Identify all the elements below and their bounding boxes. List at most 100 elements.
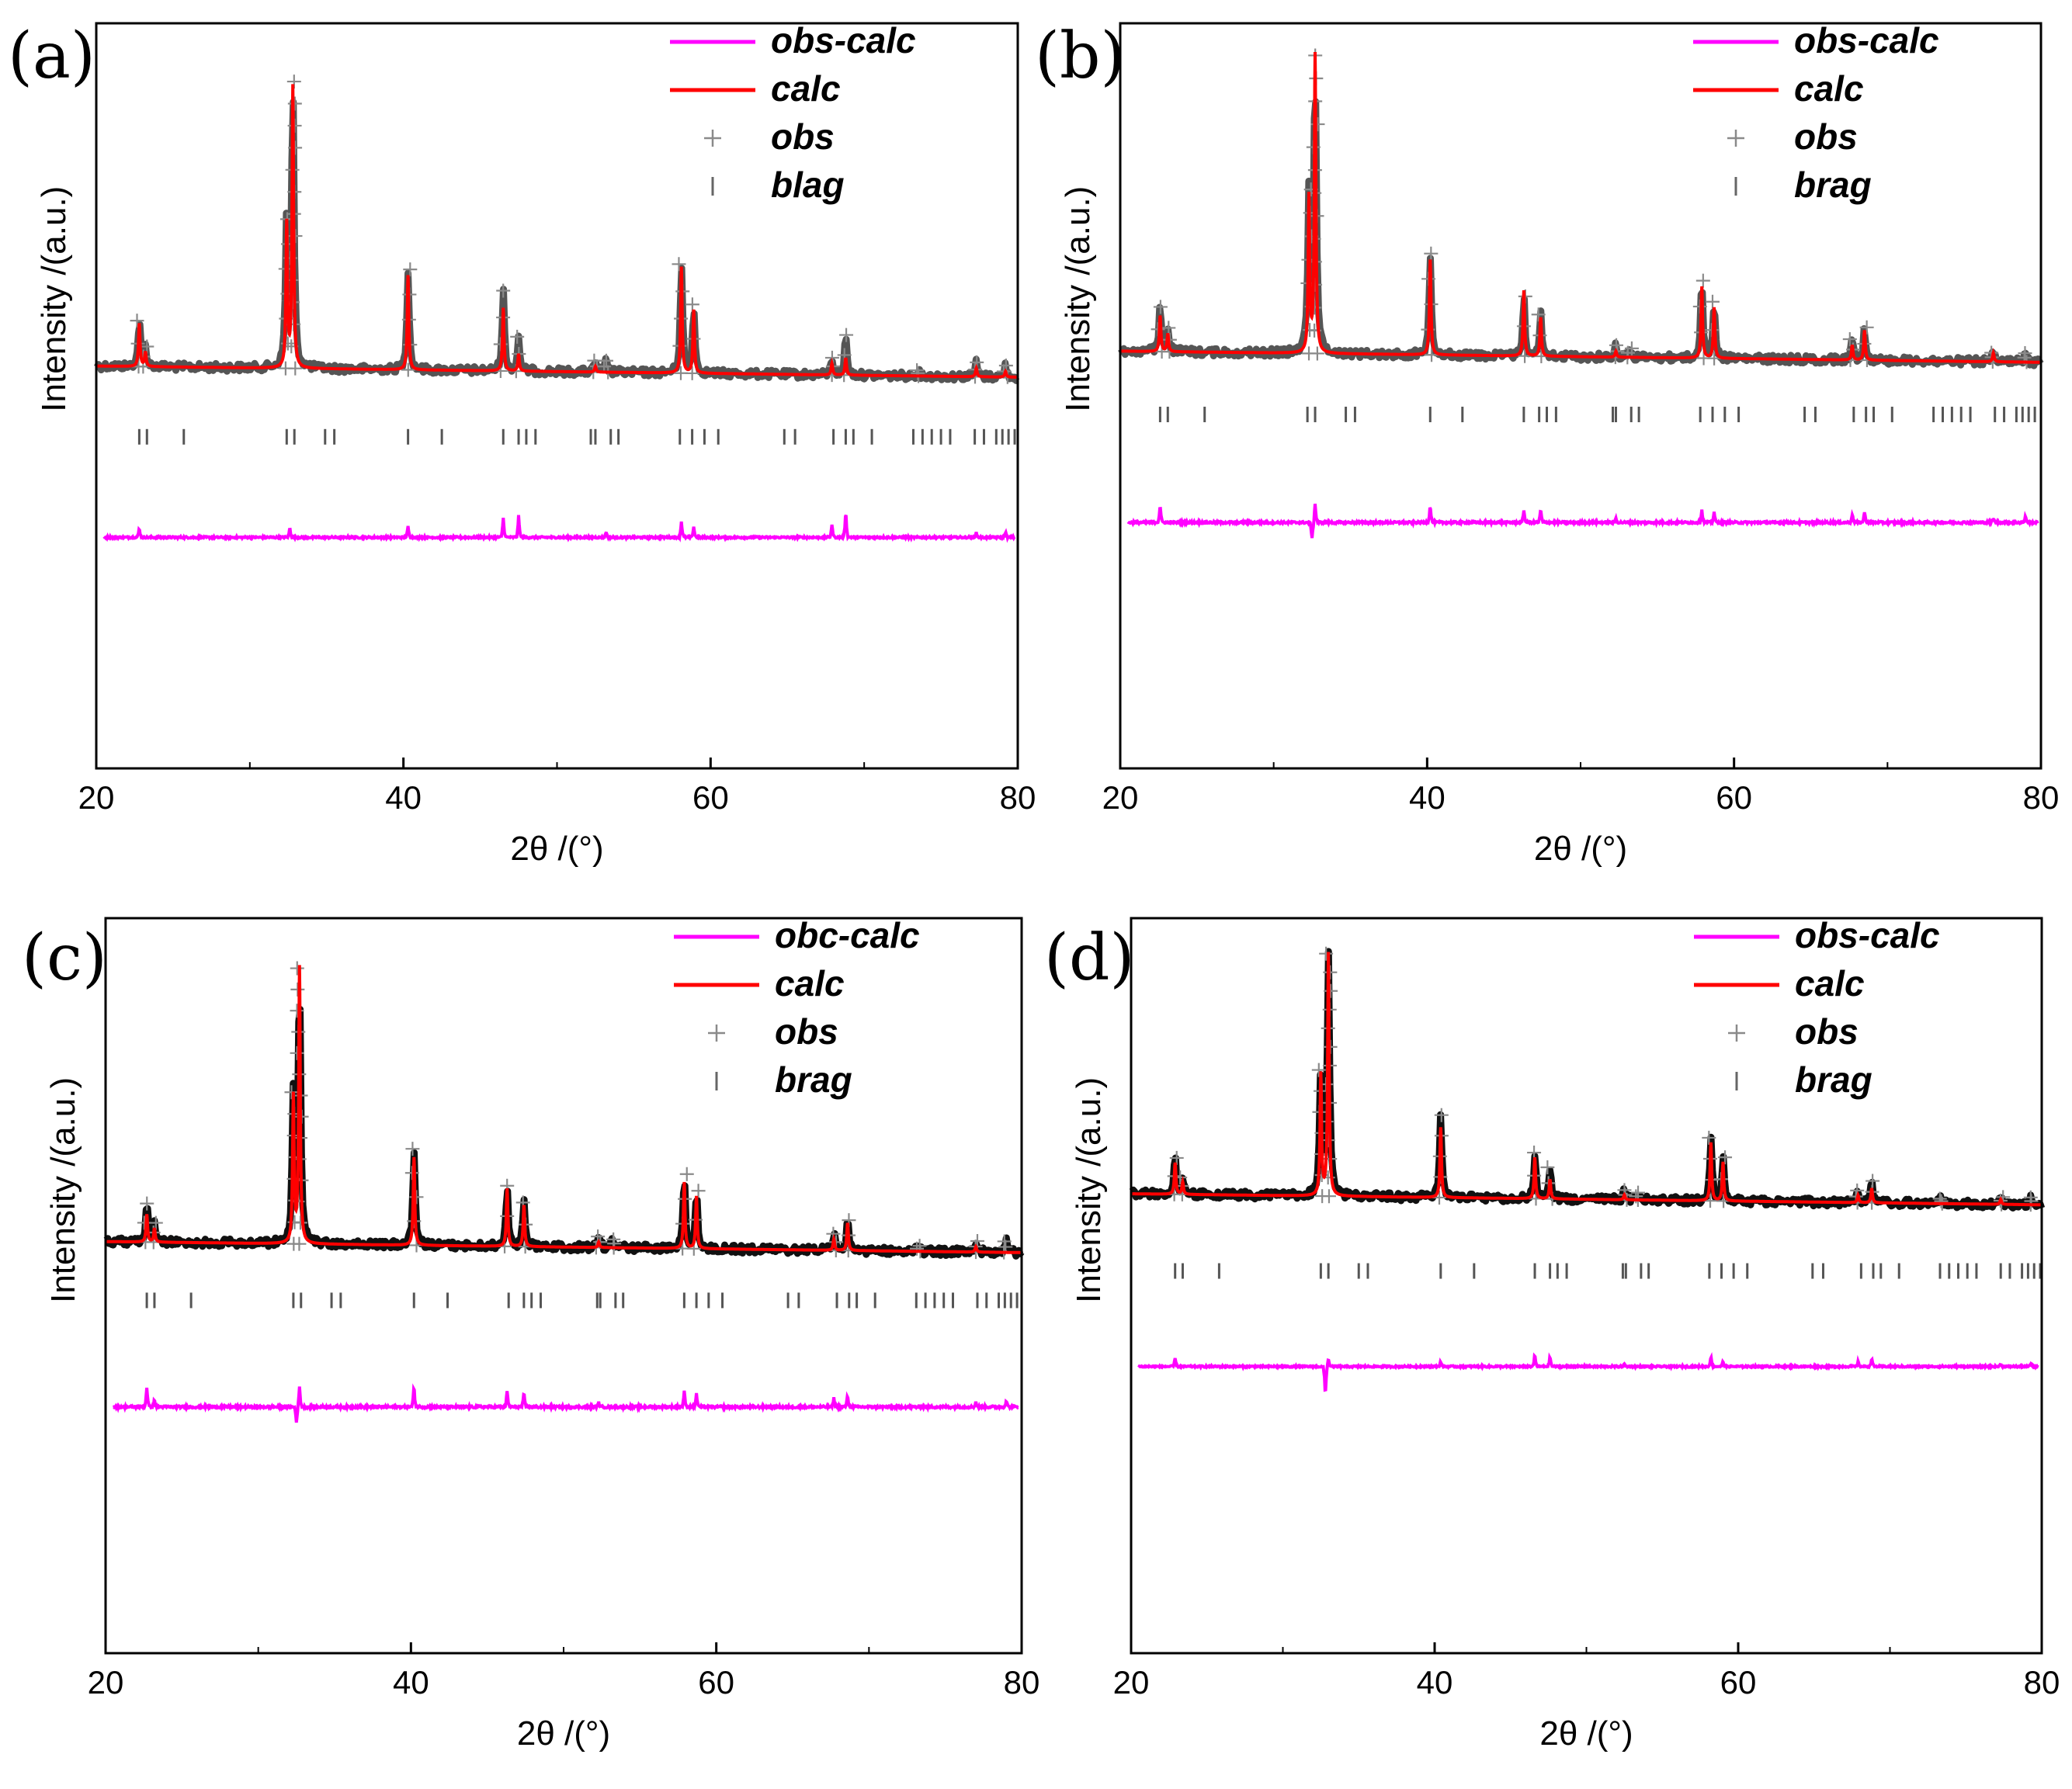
legend-label: calc: [1794, 68, 1864, 109]
plot-frame: [1119, 22, 2042, 770]
x-tick-label: 60: [1716, 779, 1752, 816]
panel-a: 20 40 60 80 2θ /(°) Intensity /(a.u.) (a) obs-c…: [8, 19, 1036, 868]
x-tick-label: 60: [1720, 1664, 1757, 1701]
legend-swatch-cross: [704, 130, 721, 147]
plot-frame: [1130, 917, 2043, 1655]
panel-label: (a): [8, 19, 95, 93]
legend-label: calc: [771, 68, 841, 109]
legend-label: blag: [771, 165, 845, 205]
obs-point: [130, 314, 144, 328]
legend-label: obs: [775, 1011, 838, 1052]
obs-point: [1161, 321, 1176, 335]
obs-background-band: [1118, 98, 2044, 369]
obs-point: [496, 283, 511, 298]
x-tick-label: 20: [1102, 779, 1139, 816]
legend-label: brag: [1795, 1059, 1872, 1100]
obs-point: [1705, 294, 1720, 309]
obs-point: [288, 140, 303, 155]
legend-swatch-cross: [708, 1025, 725, 1042]
obs-point: [2018, 346, 2032, 361]
obs-point: [911, 366, 925, 380]
obs-point: [284, 1085, 299, 1100]
obs-calc-line: [1126, 503, 2039, 539]
obs-point: [839, 328, 854, 342]
obs-point: [1703, 1194, 1718, 1208]
legend-label: obs: [1795, 1011, 1859, 1052]
obs-point: [1842, 331, 1857, 346]
obs-point: [1434, 1108, 1449, 1122]
obs-point: [997, 1234, 1012, 1249]
panel-label: (c): [22, 921, 107, 995]
obs-point: [288, 361, 303, 376]
obs-background-band: [94, 98, 1020, 384]
obs-point: [290, 961, 304, 976]
x-axis-title: 2θ /(°): [517, 1714, 610, 1753]
obs-point: [1718, 1150, 1733, 1165]
obs-point: [1702, 1130, 1716, 1145]
obs-point: [140, 1196, 154, 1211]
obs-point: [140, 339, 154, 354]
legend-label: calc: [775, 963, 845, 1004]
obs-point: [287, 96, 302, 111]
obs-point: [910, 1241, 925, 1256]
y-axis-title: Intensity /(a.u.): [1059, 186, 1097, 412]
obs-point: [1695, 273, 1710, 288]
obs-point: [1518, 348, 1532, 363]
obs-point: [606, 1232, 621, 1246]
obs-point: [587, 353, 602, 368]
obs-calc-line: [112, 1383, 1019, 1423]
obs-calc-line: [102, 514, 1016, 543]
y-axis-title: Intensity /(a.u.): [44, 1077, 82, 1303]
calc-line: [96, 84, 1018, 379]
obs-point: [293, 1215, 307, 1230]
obs-point: [672, 257, 686, 272]
obs-point: [2023, 1190, 2038, 1205]
panel-d: 20 40 60 80 2θ /(°) Intensity /(a.u.) (d) obs-c…: [1044, 915, 2060, 1753]
calc-line: [1131, 952, 2042, 1207]
x-tick-label: 20: [78, 779, 115, 816]
obs-point: [401, 362, 415, 377]
x-axis-title: 2θ /(°): [1539, 1714, 1633, 1753]
legend-label: obs-calc: [1794, 20, 1939, 61]
plot-frame: [95, 22, 1019, 770]
obs-point: [1319, 946, 1334, 961]
obs-point: [1424, 246, 1439, 261]
x-tick-label: 20: [1113, 1664, 1150, 1701]
x-tick-label: 60: [692, 779, 729, 816]
obs-point: [679, 1167, 694, 1181]
obs-point: [970, 1233, 984, 1248]
y-axis-title: Intensity /(a.u.): [1070, 1077, 1108, 1303]
legend-label: obs-calc: [1795, 915, 1940, 955]
legend-label: obs: [1794, 116, 1858, 157]
x-tick-label: 80: [1004, 1664, 1040, 1701]
x-tick-label: 40: [393, 1664, 429, 1701]
panel-label: (b): [1035, 19, 1125, 93]
x-tick-label: 80: [2023, 779, 2060, 816]
x-axis-title: 2θ /(°): [1534, 830, 1627, 868]
x-tick-label: 20: [88, 1664, 124, 1701]
obs-point: [292, 1236, 307, 1251]
obs-point: [691, 1184, 706, 1198]
obs-point: [1859, 320, 1874, 335]
obs-point: [510, 329, 525, 344]
obs-point: [685, 366, 699, 380]
legend-label: obs-calc: [771, 20, 916, 61]
x-tick-label: 40: [1409, 779, 1446, 816]
x-tick-label: 80: [2024, 1664, 2060, 1701]
obs-background-band: [103, 1006, 1025, 1260]
obs-point: [1707, 351, 1722, 366]
obs-point: [685, 297, 699, 312]
obs-point: [1153, 300, 1168, 314]
obs-point: [599, 353, 613, 368]
x-tick-label: 60: [698, 1664, 734, 1701]
x-tick-label: 40: [385, 779, 422, 816]
obs-point: [1324, 983, 1338, 998]
calc-line: [105, 965, 1022, 1254]
obs-point: [1169, 1150, 1184, 1165]
panel-c: 20 40 60 80 2θ /(°) Intensity /(a.u.) (c) obc-c…: [22, 915, 1039, 1753]
obs-calc-line: [1137, 1351, 2039, 1392]
obs-background-band: [1129, 948, 2046, 1212]
obs-point: [290, 982, 305, 997]
obs-point: [403, 262, 418, 277]
